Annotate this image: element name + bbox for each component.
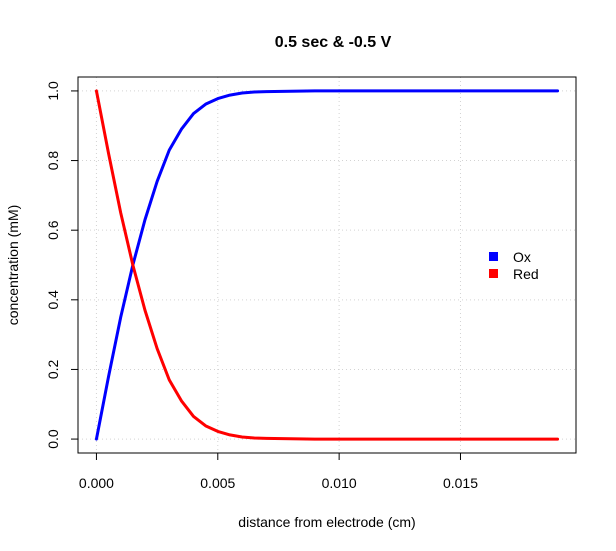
legend-swatch-red	[489, 269, 498, 278]
legend-label-red: Red	[513, 266, 539, 282]
x-tick-label: 0.000	[79, 475, 114, 491]
x-tick-label: 0.015	[443, 475, 478, 491]
x-tick-label: 0.005	[200, 475, 235, 491]
series-lines	[94, 89, 560, 441]
y-tick-label: 1.0	[45, 81, 61, 101]
series-line-ox	[94, 89, 560, 441]
legend-label-ox: Ox	[513, 249, 531, 265]
y-tick-label: 0.4	[45, 290, 61, 310]
legend-swatch-ox	[489, 252, 498, 261]
y-tick-label: 0.6	[45, 220, 61, 240]
chart-title: 0.5 sec & -0.5 V	[275, 34, 392, 51]
grid-lines	[78, 77, 576, 453]
y-axis-label: concentration (mM)	[5, 205, 21, 326]
legend: Ox Red	[489, 249, 539, 282]
x-tick-label: 0.010	[322, 475, 357, 491]
x-axis-label: distance from electrode (cm)	[238, 514, 415, 530]
x-axis: 0.000 0.005 0.010 0.015	[79, 453, 478, 491]
series-line-red	[94, 89, 560, 441]
y-tick-label: 0.2	[45, 360, 61, 380]
plot-frame	[77, 76, 577, 454]
y-tick-label: 0.0	[45, 429, 61, 449]
y-tick-label: 0.8	[45, 151, 61, 171]
y-axis: 0.0 0.2 0.4 0.6 0.8 1.0	[45, 81, 78, 449]
